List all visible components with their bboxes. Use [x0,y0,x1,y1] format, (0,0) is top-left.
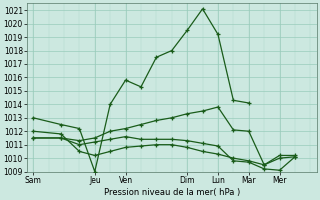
X-axis label: Pression niveau de la mer( hPa ): Pression niveau de la mer( hPa ) [104,188,240,197]
